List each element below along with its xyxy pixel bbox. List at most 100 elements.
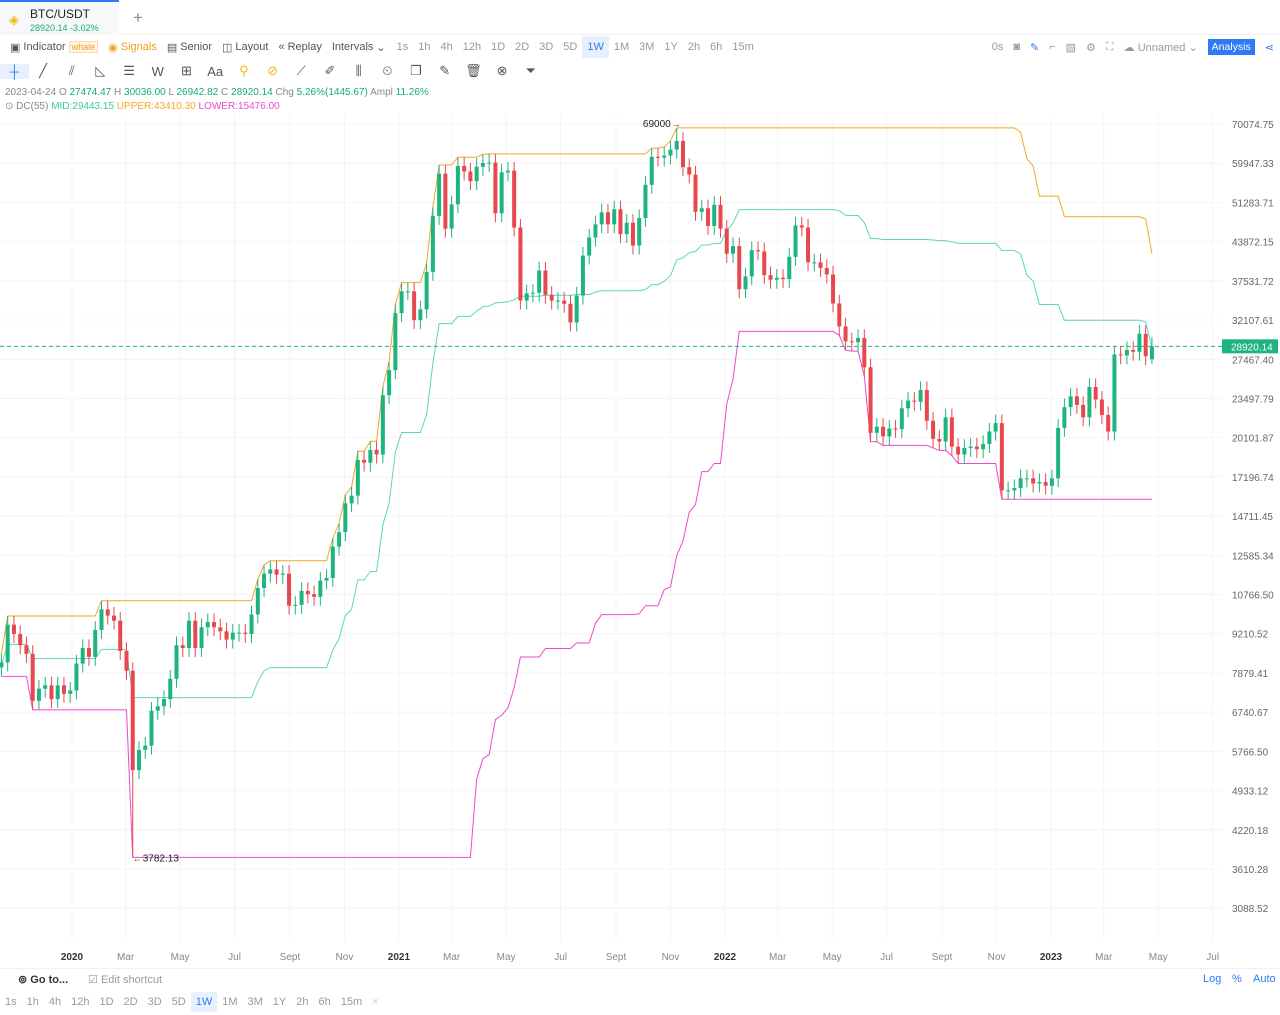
interval-1s[interactable]: 1s	[396, 41, 409, 53]
candle-body	[218, 627, 223, 632]
close-icon[interactable]: ×	[372, 996, 379, 1008]
candle-body	[981, 444, 986, 450]
candle-body	[974, 446, 979, 450]
intervals-dropdown[interactable]: Intervals ⌄	[331, 41, 386, 54]
trash-icon[interactable]: 🗑	[465, 63, 482, 78]
interval-1h[interactable]: 1h	[418, 41, 431, 53]
interval-1M[interactable]: 1M	[613, 41, 630, 53]
interval-2h[interactable]: 2h	[687, 41, 701, 53]
lines-icon[interactable]: ☰	[123, 63, 135, 78]
note-icon[interactable]: ✎	[439, 63, 451, 78]
price-chart[interactable]: 70074.75 59947.33 51283.71 43872.15 37531.72…	[0, 115, 1280, 965]
interval-12h[interactable]: 12h	[71, 996, 90, 1008]
candle-body	[824, 268, 829, 275]
timer-icon[interactable]: ⏲	[382, 63, 393, 78]
magnet-icon[interactable]: ⚲	[239, 63, 249, 78]
trend-line-icon[interactable]: ╱	[39, 63, 47, 78]
interval-1W[interactable]: 1W	[190, 992, 218, 1012]
interval-3M[interactable]: 3M	[639, 41, 655, 53]
lock-icon[interactable]: ⊘	[267, 63, 278, 78]
share-icon[interactable]: ⋖	[1264, 41, 1274, 54]
right-toolbar: 0s ◙ ✎ ⌐ ▧ ⚙ ⛶ ☁ Unnamed ⌄ Analysis ⋖	[992, 37, 1274, 57]
template-icon[interactable]: ▧	[1065, 41, 1077, 54]
candle-body	[999, 423, 1004, 491]
interval-1D[interactable]: 1D	[491, 41, 506, 53]
pencil-icon[interactable]: ✎	[1029, 41, 1040, 54]
interval-1W[interactable]: 1W	[582, 36, 609, 58]
candle-body	[1093, 386, 1098, 400]
indicator-button[interactable]: ▣ Indicator whale	[10, 41, 99, 54]
brush-icon[interactable]: ✐	[324, 63, 336, 78]
candle-body	[80, 648, 85, 664]
interval-15m[interactable]: 15m	[732, 41, 754, 53]
interval-4h[interactable]: 4h	[48, 996, 62, 1008]
interval-1D[interactable]: 1D	[99, 996, 114, 1008]
interval-1s[interactable]: 1s	[5, 996, 17, 1008]
candle-body	[543, 270, 548, 295]
interval-1M[interactable]: 1M	[222, 996, 238, 1008]
indicator-row[interactable]: ⊙ DC(55) MID:29443.15 UPPER:43410.30 LOW…	[5, 101, 280, 112]
goto-button[interactable]: ⊚ Go to...	[18, 974, 69, 986]
interval-4h[interactable]: 4h	[440, 41, 453, 53]
copy-icon[interactable]: ❐	[410, 63, 422, 78]
candle-body	[68, 690, 73, 694]
interval-6h[interactable]: 6h	[318, 996, 331, 1008]
candle-body	[449, 204, 454, 229]
layout-button[interactable]: ◫ Layout	[222, 41, 269, 54]
candle-body	[0, 662, 4, 668]
y-tick-label: 37531.72	[1232, 277, 1274, 288]
interval-1Y[interactable]: 1Y	[272, 996, 287, 1008]
senior-button[interactable]: ▤ Senior	[166, 41, 213, 54]
interval-1Y[interactable]: 1Y	[664, 41, 678, 53]
filter-icon[interactable]: ⏷	[525, 63, 536, 78]
wave-icon[interactable]: W	[151, 63, 164, 79]
x-tick-label: Sept	[280, 952, 301, 963]
window-icon[interactable]: ⌐	[1049, 41, 1056, 53]
signals-button[interactable]: ◉ Signals	[108, 41, 157, 54]
ruler-icon[interactable]: ⟋	[296, 63, 306, 78]
tab-btc-usdt[interactable]: ◈ BTC/USDT 28920.14 -3.02%	[0, 0, 119, 35]
candle-body	[912, 400, 917, 402]
interval-3D[interactable]: 3D	[539, 41, 554, 53]
percent-scale-toggle[interactable]: %	[1232, 973, 1242, 985]
indicator-visibility-icon[interactable]: ⊙	[5, 101, 14, 112]
measure-icon[interactable]: ⊞	[181, 63, 192, 78]
hide-icon[interactable]: ⊗	[496, 63, 508, 78]
save-layout-dropdown[interactable]: ☁ Unnamed ⌄	[1123, 41, 1198, 54]
candle-body	[187, 620, 192, 649]
interval-5D[interactable]: 5D	[563, 41, 578, 53]
fullscreen-icon[interactable]: ⛶	[1105, 40, 1114, 53]
interval-2D[interactable]: 2D	[123, 996, 138, 1008]
interval-3D[interactable]: 3D	[147, 996, 162, 1008]
fib-icon[interactable]: ⫽	[68, 63, 75, 78]
candle-body	[799, 225, 804, 228]
interval-6h[interactable]: 6h	[710, 41, 723, 53]
log-scale-toggle[interactable]: Log	[1203, 973, 1222, 985]
candle-body	[555, 300, 560, 302]
camera-icon[interactable]: ◙	[1013, 41, 1020, 53]
add-tab-button[interactable]: +	[133, 8, 143, 27]
interval-1h[interactable]: 1h	[26, 996, 39, 1008]
last-price-badge	[1222, 339, 1278, 354]
text-icon[interactable]: Aa	[207, 63, 224, 79]
candle-body	[374, 449, 379, 455]
gear-icon[interactable]: ⚙	[1086, 41, 1096, 54]
interval-12h[interactable]: 12h	[462, 41, 482, 53]
interval-3M[interactable]: 3M	[247, 996, 263, 1008]
auto-scale-toggle[interactable]: Auto	[1253, 973, 1276, 985]
interval-15m[interactable]: 15m	[340, 996, 363, 1008]
interval-5D[interactable]: 5D	[171, 996, 186, 1008]
candle-body	[605, 212, 610, 225]
edit-shortcut-button[interactable]: ☑ Edit shortcut	[88, 974, 163, 986]
compare-icon[interactable]: ⫼	[355, 63, 362, 78]
triangle-icon[interactable]: ◺	[95, 63, 106, 78]
analysis-button[interactable]: Analysis	[1207, 39, 1255, 55]
candle-body	[1056, 427, 1061, 479]
candle-body	[937, 438, 942, 442]
interval-2h[interactable]: 2h	[296, 996, 309, 1008]
location-pin-icon: ⊚	[18, 974, 28, 986]
candle-body	[149, 710, 154, 746]
replay-button[interactable]: «Replay	[278, 41, 322, 53]
interval-2D[interactable]: 2D	[515, 41, 530, 53]
crosshair-icon[interactable]: ┼	[0, 63, 29, 79]
